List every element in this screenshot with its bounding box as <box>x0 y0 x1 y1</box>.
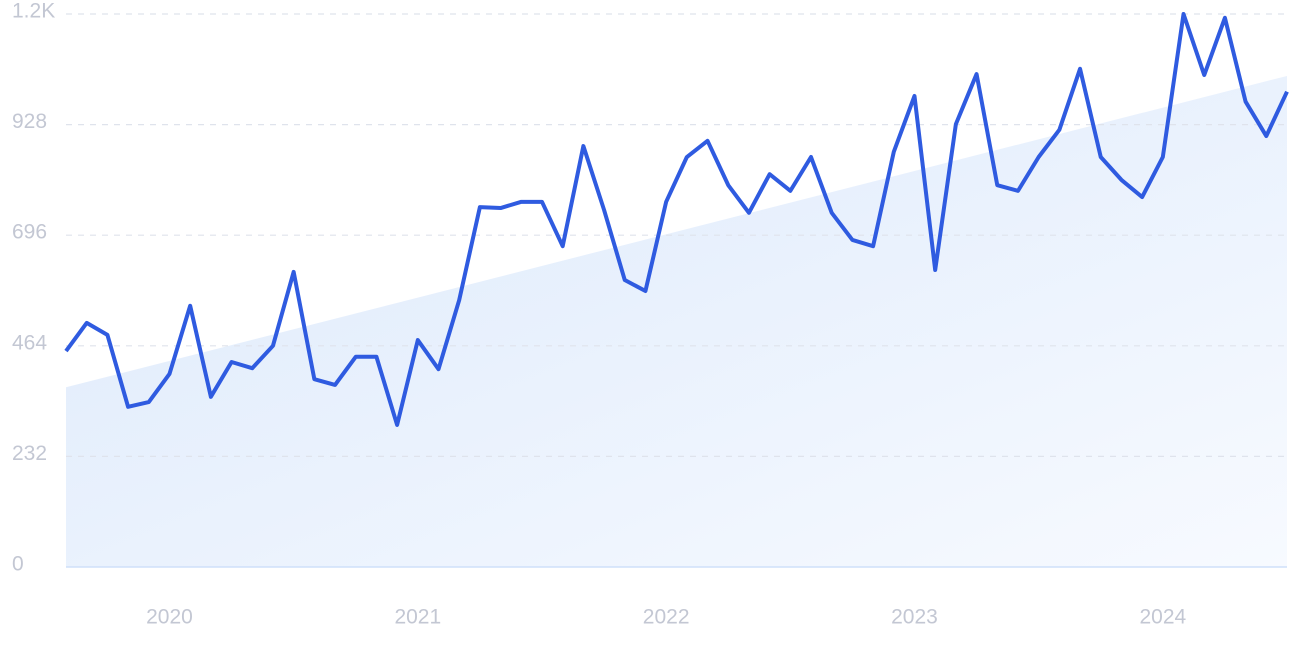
x-tick-label: 2022 <box>643 606 690 629</box>
y-tick-label: 928 <box>12 110 47 133</box>
y-tick-label: 696 <box>12 221 47 244</box>
x-tick-label: 2024 <box>1139 606 1186 629</box>
x-tick-label: 2021 <box>394 606 441 629</box>
y-tick-label: 1.2K <box>12 0 55 23</box>
x-tick-label: 2023 <box>891 606 938 629</box>
series-line <box>64 12 1289 427</box>
y-tick-label: 0 <box>12 553 24 576</box>
y-tick-label: 464 <box>12 331 47 354</box>
trend-area <box>66 75 1287 568</box>
x-tick-label: 2020 <box>146 606 193 629</box>
y-tick-label: 232 <box>12 442 47 465</box>
